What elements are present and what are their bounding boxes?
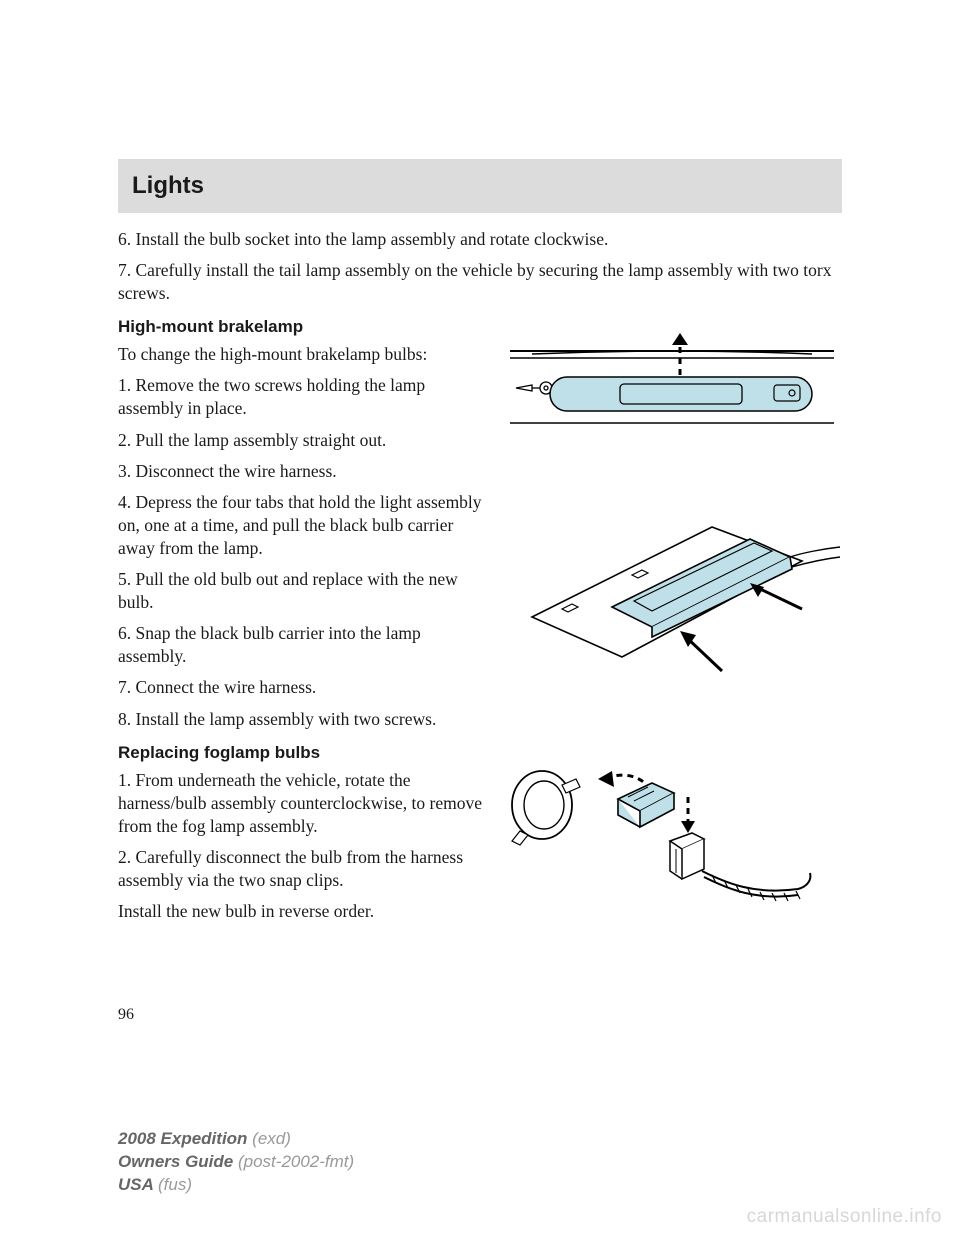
page-number: 96 xyxy=(118,1006,134,1024)
footer-line-1: 2008 Expedition (exd) xyxy=(118,1128,354,1151)
brakelamp-step-5: 5. Pull the old bulb out and replace wit… xyxy=(118,568,488,614)
brakelamp-step-7: 7. Connect the wire harness. xyxy=(118,676,488,699)
brakelamp-step-8: 8. Install the lamp assembly with two sc… xyxy=(118,708,488,731)
foglamp-step-2: 2. Carefully disconnect the bulb from th… xyxy=(118,846,488,892)
footer-code-3: (fus) xyxy=(158,1175,192,1194)
brakelamp-lead: To change the high-mount brakelamp bulbs… xyxy=(118,343,488,366)
footer-line-3: USA (fus) xyxy=(118,1174,354,1197)
page: Lights 6. Install the bulb socket into t… xyxy=(0,0,960,1242)
foglamp-heading: Replacing foglamp bulbs xyxy=(118,743,488,763)
section-high-mount-brakelamp: High-mount brakelamp To change the high-… xyxy=(118,317,842,730)
section-title: Lights xyxy=(132,172,204,200)
footer-code-2: (post-2002-fmt) xyxy=(238,1152,354,1171)
intro-step-7: 7. Carefully install the tail lamp assem… xyxy=(118,259,842,305)
footer: 2008 Expedition (exd) Owners Guide (post… xyxy=(118,1128,354,1197)
watermark: carmanualsonline.info xyxy=(747,1206,942,1228)
footer-code-1: (exd) xyxy=(252,1129,291,1148)
brakelamp-step-6: 6. Snap the black bulb carrier into the … xyxy=(118,622,488,668)
page-content: 6. Install the bulb socket into the lamp… xyxy=(118,228,842,931)
foglamp-illustration xyxy=(498,761,818,931)
foglamp-step-3: Install the new bulb in reverse order. xyxy=(118,900,488,923)
intro-step-6: 6. Install the bulb socket into the lamp… xyxy=(118,228,842,251)
section-foglamp: Replacing foglamp bulbs 1. From undernea… xyxy=(118,743,842,924)
brakelamp-step-1: 1. Remove the two screws holding the lam… xyxy=(118,374,488,420)
footer-region: USA xyxy=(118,1175,158,1194)
section-header-bar: Lights xyxy=(118,159,842,213)
brakelamp-step-3: 3. Disconnect the wire harness. xyxy=(118,460,488,483)
foglamp-step-1: 1. From underneath the vehicle, rotate t… xyxy=(118,769,488,838)
brakelamp-step-4: 4. Depress the four tabs that hold the l… xyxy=(118,491,488,560)
brakelamp-heading: High-mount brakelamp xyxy=(118,317,488,337)
brakelamp-illustration-2 xyxy=(502,497,842,687)
footer-line-2: Owners Guide (post-2002-fmt) xyxy=(118,1151,354,1174)
footer-vehicle: 2008 Expedition xyxy=(118,1129,252,1148)
brakelamp-illustration-1 xyxy=(502,331,842,441)
brakelamp-step-2: 2. Pull the lamp assembly straight out. xyxy=(118,429,488,452)
footer-guide: Owners Guide xyxy=(118,1152,238,1171)
